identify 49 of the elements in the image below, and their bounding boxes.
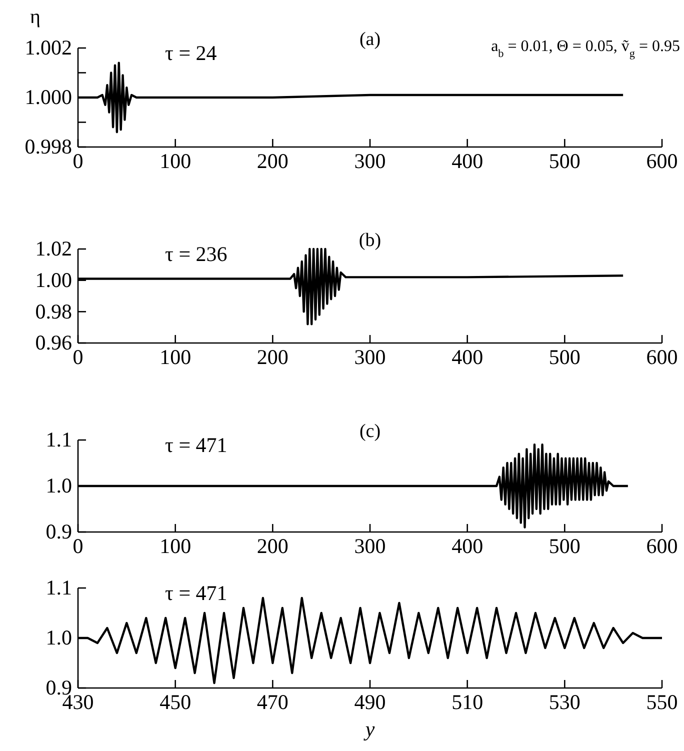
- annotation: τ = 471: [165, 433, 228, 457]
- chart-title: (c): [359, 421, 381, 442]
- x-tick-label: 300: [354, 344, 386, 369]
- x-tick-label: 600: [646, 148, 678, 173]
- y-tick-label: 1.1: [46, 428, 72, 452]
- annotation: τ = 24: [165, 41, 218, 65]
- y-tick-label: 1.0: [46, 474, 72, 498]
- x-tick-label: 100: [160, 344, 192, 369]
- y-tick-label: 1.00: [35, 268, 72, 292]
- y-axis-title: η: [30, 6, 40, 28]
- y-tick-label: 0.96: [35, 330, 72, 355]
- annotation: τ = 471: [165, 581, 228, 605]
- x-tick-label: 400: [452, 148, 484, 173]
- x-tick-label: 0: [72, 534, 84, 558]
- x-axis-title: y: [363, 717, 376, 741]
- x-tick-label: 550: [646, 690, 678, 714]
- x-tick-label: 470: [256, 690, 288, 714]
- x-tick-label: 0: [72, 344, 84, 369]
- x-tick-label: 100: [160, 534, 192, 558]
- y-tick-label: 0.9: [46, 520, 72, 544]
- x-tick-label: 510: [452, 690, 484, 714]
- x-tick-label: 400: [452, 534, 484, 558]
- chart-title: (b): [358, 230, 382, 251]
- x-tick-label: 100: [160, 148, 192, 173]
- x-tick-label: 600: [646, 344, 678, 369]
- x-tick-label: 500: [548, 344, 580, 369]
- y-tick-label: 0.998: [24, 134, 72, 159]
- x-tick-label: 200: [256, 148, 288, 173]
- x-tick-label: 200: [256, 344, 288, 369]
- annotation: τ = 236: [165, 242, 228, 266]
- x-tick-label: 490: [354, 690, 386, 714]
- x-tick-label: 300: [354, 148, 386, 173]
- x-tick-label: 450: [160, 690, 192, 714]
- x-tick-label: 530: [548, 690, 580, 714]
- x-tick-label: 300: [354, 534, 386, 558]
- x-tick-label: 500: [548, 148, 580, 173]
- x-tick-label: 400: [452, 344, 484, 369]
- y-tick-label: 0.98: [35, 299, 72, 324]
- y-tick-label: 1.02: [35, 236, 72, 261]
- x-tick-label: 600: [646, 534, 678, 558]
- y-tick-label: 1.0: [46, 626, 72, 650]
- x-tick-label: 200: [256, 534, 288, 558]
- y-tick-label: 1.002: [24, 36, 72, 60]
- annotation: a$_{b}$ = 0.01, Θ = 0.05, ṽ$_{g}$ = 0.95: [491, 38, 680, 60]
- chart-title: (a): [359, 29, 381, 50]
- y-tick-label: 1.1: [46, 576, 72, 600]
- x-tick-label: 500: [548, 534, 580, 558]
- y-tick-label: 1.000: [24, 85, 72, 110]
- x-tick-label: 0: [72, 148, 84, 173]
